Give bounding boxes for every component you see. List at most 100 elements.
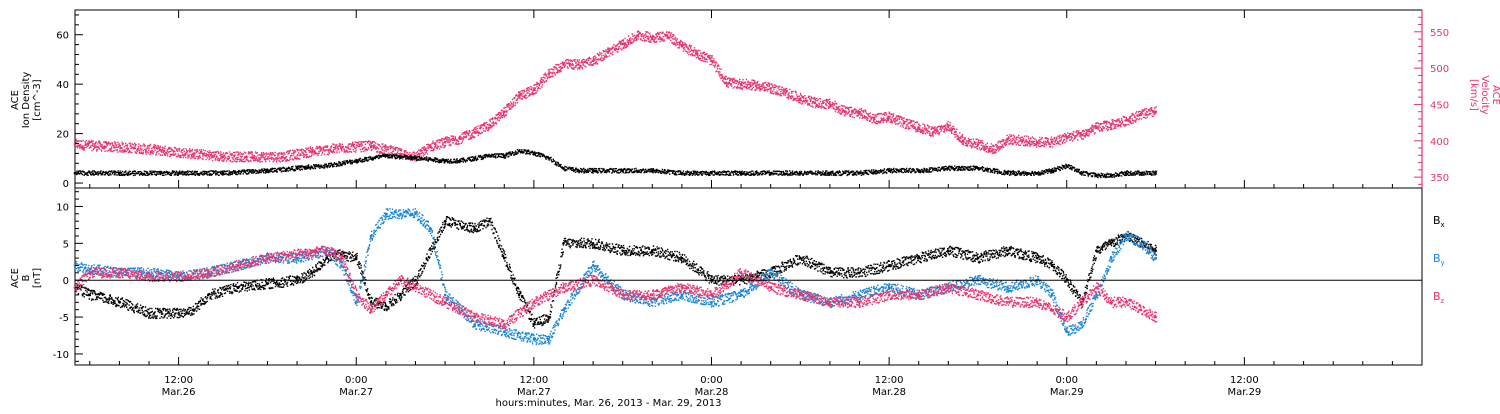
ion-density-series-point (458, 159, 462, 163)
x-tick-date: Mar.28 (872, 387, 906, 398)
velocity-series-point (636, 34, 639, 37)
ion-density-series-point (443, 159, 447, 163)
bx-series-point (88, 293, 92, 297)
bx-series-point (651, 249, 654, 252)
ion-density-series-point (799, 171, 802, 175)
velocity-series-point (695, 52, 698, 55)
ion-density-series-point (384, 154, 388, 158)
bx-series-point (1050, 264, 1054, 267)
legend-label: Bz (1433, 290, 1445, 305)
ion-density-series-point (1124, 171, 1128, 175)
ion-density-series-point (503, 154, 506, 158)
velocity-series-point (917, 126, 920, 129)
b-axis-label-line: ACE (10, 268, 21, 288)
bx-series-point (1006, 249, 1009, 252)
bx-series-point (384, 304, 388, 308)
by-series-point (354, 301, 358, 304)
ion-density-series-point (295, 166, 299, 170)
legend-label: Bx (1433, 214, 1445, 229)
velocity-series-point (813, 101, 817, 105)
b-axis-label-line: [nT] (32, 268, 43, 288)
bz-series-point (1080, 301, 1083, 304)
bx-series-point (532, 323, 536, 326)
velocity-series-point (251, 155, 254, 159)
velocity-series-point (429, 145, 432, 148)
ion-density-series-point (562, 166, 565, 170)
bz-series-point (1154, 315, 1157, 319)
bx-series-points (75, 216, 1157, 329)
x-tick-date: Mar.29 (1227, 387, 1261, 398)
velocity-series-point (443, 140, 447, 144)
bz-series-point (236, 264, 240, 267)
ion-density-series-point (947, 166, 950, 170)
bz-series-point (1035, 301, 1039, 304)
velocity-series-point (1035, 140, 1039, 144)
velocity-series-point (1050, 140, 1054, 144)
velocity-series-point (828, 103, 832, 106)
velocity-series-point (1109, 123, 1113, 127)
ion-density-series-point (177, 171, 180, 175)
ion-density-series-point (739, 171, 743, 175)
velocity-axis-label-line: ACE (1490, 85, 1500, 105)
bx-series-point (1154, 249, 1157, 252)
by-series-point (1006, 286, 1009, 289)
ion-density-series-point (266, 169, 269, 172)
by-series-point (1095, 293, 1098, 297)
density-axis-label-line: ACE (10, 90, 21, 110)
bx-series-point (147, 312, 151, 315)
bz-series-point (503, 323, 506, 326)
ion-density-series-point (517, 149, 521, 153)
velocity-series-point (947, 124, 950, 128)
ion-density-series-point (1095, 174, 1098, 177)
velocity-series-point (562, 63, 565, 66)
legend-bz: Bz (1433, 290, 1445, 305)
bx-series-point (192, 308, 195, 312)
velocity-tick-label: 450 (1430, 100, 1449, 111)
velocity-tick-label: 350 (1430, 173, 1449, 184)
ion-density-series-point (680, 171, 684, 175)
by-series-point (1050, 293, 1054, 297)
by-series-point (414, 212, 417, 216)
velocity-series-point (1154, 110, 1157, 113)
velocity-series-point (532, 88, 536, 92)
ion-density-series-point (828, 171, 832, 175)
velocity-series-point (577, 63, 580, 66)
ion-density-series-point (532, 152, 536, 155)
by-series (73, 208, 1157, 345)
velocity-series-point (280, 155, 284, 159)
bz-series-point (769, 286, 772, 289)
velocity-series-point (488, 123, 491, 127)
ion-density-series-point (1065, 164, 1068, 168)
velocity-series-point (665, 34, 669, 37)
bx-series-point (236, 286, 240, 289)
ion-density-series-point (887, 169, 891, 172)
bx-series-point (1109, 242, 1113, 245)
x-tick-date: Mar.27 (517, 387, 551, 398)
velocity-series-point (739, 82, 743, 86)
velocity-series-point (902, 122, 906, 125)
velocity-series-point (887, 115, 891, 119)
x-tick-date: Mar.27 (339, 387, 373, 398)
density-tick-label: 60 (56, 31, 69, 42)
bz-series-point (384, 293, 388, 297)
bx-series-point (591, 242, 595, 245)
bz-series-point (369, 308, 373, 312)
velocity-series-point (458, 137, 462, 140)
ion-density-series-point (976, 166, 980, 170)
velocity-axis-label-line: [km/s] (1468, 79, 1479, 111)
x-tick-time: 0:00 (1056, 375, 1078, 386)
ion-density-series-point (1035, 171, 1039, 175)
velocity-tick-label: 550 (1430, 28, 1449, 39)
density-axis-label: ACE Ion Density [cm^-3] (10, 72, 43, 129)
bz-series-point (710, 293, 713, 297)
ion-density-series-point (414, 157, 417, 160)
velocity-series-point (1006, 138, 1009, 141)
bz-series-point (473, 315, 477, 319)
bz-series-point (118, 271, 121, 275)
bz-series-point (976, 293, 980, 297)
by-series-point (591, 264, 595, 267)
velocity-series-point (651, 36, 654, 39)
bx-series-point (399, 293, 402, 297)
